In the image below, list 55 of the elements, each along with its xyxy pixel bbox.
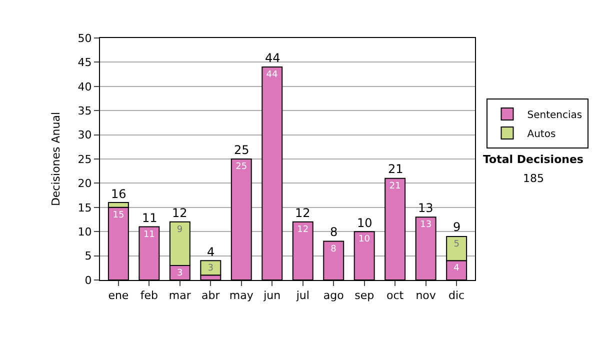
data-label: 13 (420, 220, 432, 230)
total-label: 11 (142, 211, 158, 225)
y-tick-label: 45 (78, 56, 92, 70)
data-label: 4 (454, 264, 460, 274)
y-tick-label: 15 (78, 201, 92, 214)
y-tick-label: 5 (84, 250, 92, 263)
text: 185 (523, 172, 544, 185)
total-label: 8 (330, 225, 338, 239)
x-tick-label: nov (416, 289, 436, 302)
legend-label: Sentencias (527, 110, 582, 121)
y-tick-label: 30 (78, 128, 92, 142)
data-label: 10 (358, 234, 370, 245)
data-label: 21 (389, 181, 401, 192)
x-tick-label: mar (168, 289, 192, 302)
y-tick-label: 40 (78, 80, 92, 94)
y-tick-label: 20 (78, 177, 92, 190)
y-tick-label: 10 (78, 225, 92, 238)
data-label: 5 (454, 239, 460, 250)
x-tick-label: jun (262, 289, 281, 302)
data-label: 8 (330, 244, 337, 254)
data-label: 9 (176, 224, 183, 235)
legend-label: Autos (527, 128, 556, 140)
y-tick-label: 35 (78, 104, 92, 118)
x-tick-label: oct (386, 289, 404, 302)
data-label: 15 (112, 210, 124, 220)
data-label: 3 (177, 268, 183, 278)
total-label: 12 (295, 206, 310, 220)
x-tick-label: ago (323, 289, 344, 302)
y-tick-label: 0 (84, 274, 92, 287)
total-label: 13 (418, 201, 434, 215)
text: Total Decisiones (483, 153, 584, 166)
total-label: 9 (453, 220, 461, 234)
x-tick-label: abr (202, 289, 220, 302)
total-label: 21 (388, 162, 404, 176)
data-label: 12 (297, 224, 309, 235)
total-label: 25 (234, 143, 250, 157)
y-axis-title: Decisiones Anual (49, 112, 62, 206)
total-label: 16 (111, 187, 126, 201)
x-tick-label: sep (354, 289, 374, 302)
y-tick-label: 25 (78, 152, 92, 166)
data-label: 11 (143, 230, 155, 240)
total-label: 10 (357, 216, 372, 230)
x-tick-label: ene (108, 289, 129, 302)
data-label: 3 (208, 264, 214, 274)
data-label: 44 (266, 70, 278, 80)
x-tick-label: feb (140, 289, 158, 302)
y-tick-label: 50 (78, 32, 92, 45)
x-tick-label: may (229, 289, 254, 302)
total-label: 44 (265, 51, 280, 65)
bar (200, 260, 222, 276)
total-label: 12 (172, 206, 188, 220)
total-label: 4 (207, 245, 215, 259)
x-tick-label: jul (295, 289, 310, 302)
data-label: 25 (236, 162, 248, 172)
x-tick-label: dic (448, 289, 465, 302)
